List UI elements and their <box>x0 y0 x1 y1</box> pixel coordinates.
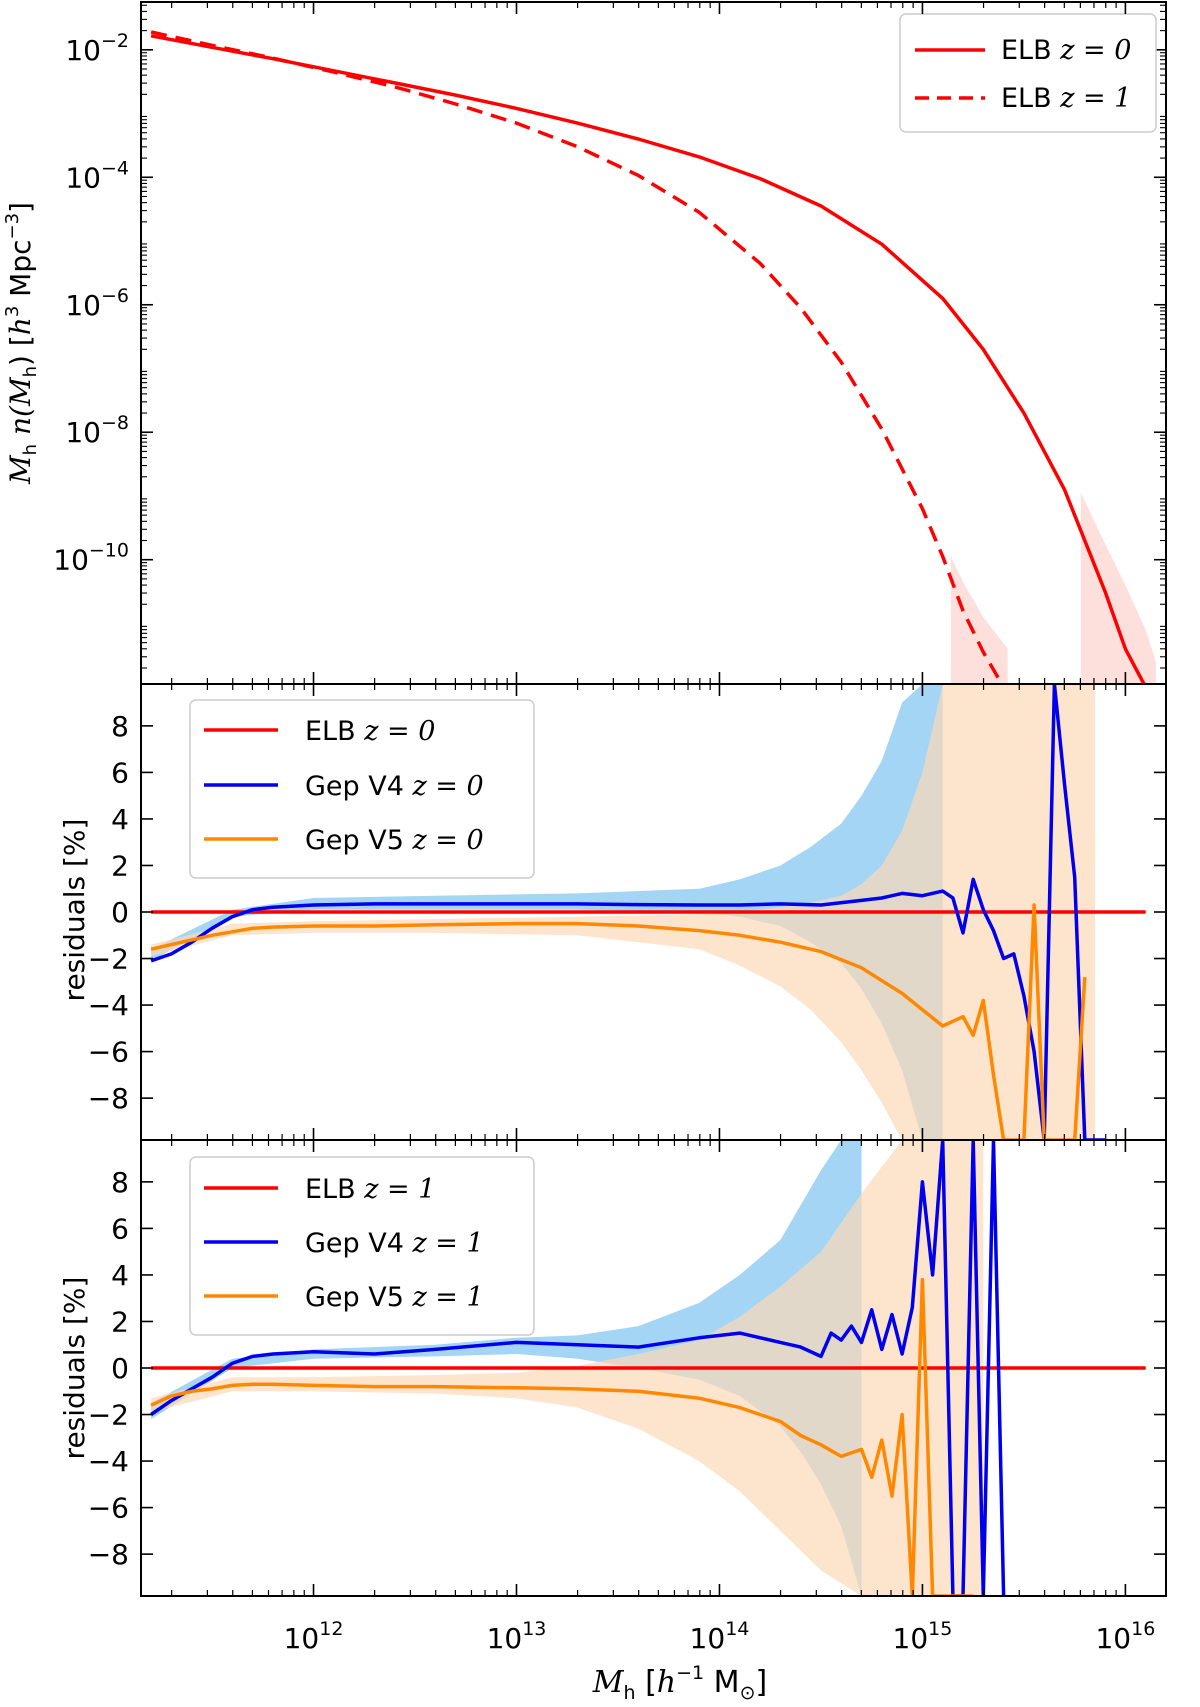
y-tick-label: 2 <box>111 849 129 882</box>
series-line-elb-z-0 <box>150 34 1146 684</box>
x-axis-label: Mh [h−1 M⊙] <box>592 1662 767 1704</box>
uncertainty-band <box>151 684 1096 1140</box>
top-panel: 10−2 10−4 10−6 10−8 10−10 ELB z = 0 ELB z = … <box>2 1 1167 685</box>
y-tick-label: −8 <box>88 1538 129 1571</box>
y-tick-label: 6 <box>111 1212 129 1245</box>
y-tick-label: −4 <box>88 989 129 1022</box>
top-legend: ELB z = 0 ELB z = 1 <box>899 13 1157 133</box>
y-tick-label: −4 <box>88 1445 129 1478</box>
y-tick-label: 10−6 <box>65 285 129 322</box>
series-line-gep-v5-z-1 <box>150 1277 974 1596</box>
middle-legend: ELB z = 0 Gep V4 z = 0 Gep V5 z = 0 <box>189 699 535 879</box>
y-tick-label: 4 <box>111 1259 129 1292</box>
series-line-gep-v4-z-1 <box>150 1140 1006 1596</box>
svg-text:Gep V5 z = 0: Gep V5 z = 0 <box>305 825 484 856</box>
x-tick-label: 1012 <box>284 1618 344 1655</box>
y-tick-label: 10−4 <box>65 157 129 194</box>
series-line-gep-v5-z-0 <box>150 903 1087 1140</box>
y-tick-label: 0 <box>111 896 129 929</box>
bottom-y-axis-label: residuals [%] <box>58 1277 91 1460</box>
bottom-panel: 8 6 4 2 0 −2 −4 −6 −8 ELB z = 1 Gep V4 z = 1 Gep… <box>58 1139 1167 1597</box>
svg-text:Gep V4 z = 1: Gep V4 z = 1 <box>305 1228 484 1259</box>
x-tick-label: 1013 <box>487 1618 547 1655</box>
svg-text:ELB z = 0: ELB z = 0 <box>1001 35 1131 66</box>
y-tick-label: −6 <box>88 1492 129 1525</box>
svg-text:Gep V5 z = 1: Gep V5 z = 1 <box>305 1282 484 1313</box>
y-tick-label: −2 <box>88 943 129 976</box>
y-tick-label: 2 <box>111 1305 129 1338</box>
y-tick-label: 8 <box>111 710 129 743</box>
uncertainty-band <box>950 556 1008 684</box>
x-tick-label: 1014 <box>690 1618 750 1655</box>
svg-text:Gep V4 z = 0: Gep V4 z = 0 <box>305 771 484 802</box>
y-tick-label: 4 <box>111 803 129 836</box>
top-y-axis-label: Mh n(Mh) [h3 Mpc−3] <box>2 202 41 485</box>
y-tick-label: 8 <box>111 1166 129 1199</box>
svg-text:ELB z = 1: ELB z = 1 <box>305 1174 435 1205</box>
y-tick-label: 10−8 <box>65 412 129 449</box>
x-tick-label: 1015 <box>893 1618 953 1655</box>
y-tick-label: 10−2 <box>65 30 129 67</box>
bottom-legend: ELB z = 1 Gep V4 z = 1 Gep V5 z = 1 <box>189 1156 535 1336</box>
x-tick-label: 1016 <box>1095 1618 1155 1655</box>
svg-text:ELB z = 1: ELB z = 1 <box>1001 83 1131 114</box>
y-tick-label: 0 <box>111 1352 129 1385</box>
y-tick-label: −6 <box>88 1036 129 1069</box>
uncertainty-band <box>1080 492 1156 684</box>
series-line-elb-z-1 <box>150 30 1004 684</box>
y-tick-label: 10−10 <box>53 540 129 577</box>
y-tick-label: 6 <box>111 756 129 789</box>
y-tick-label: −2 <box>88 1399 129 1432</box>
x-axis: 1012 1013 1014 1015 1016 <box>171 2 1155 1655</box>
y-tick-label: −8 <box>88 1082 129 1115</box>
middle-y-axis-label: residuals [%] <box>58 819 91 1002</box>
svg-text:ELB z = 0: ELB z = 0 <box>305 716 435 747</box>
middle-panel: 8 6 4 2 0 −2 −4 −6 −8 ELB z = 0 Gep V4 z = 0 Gep… <box>58 683 1167 1141</box>
